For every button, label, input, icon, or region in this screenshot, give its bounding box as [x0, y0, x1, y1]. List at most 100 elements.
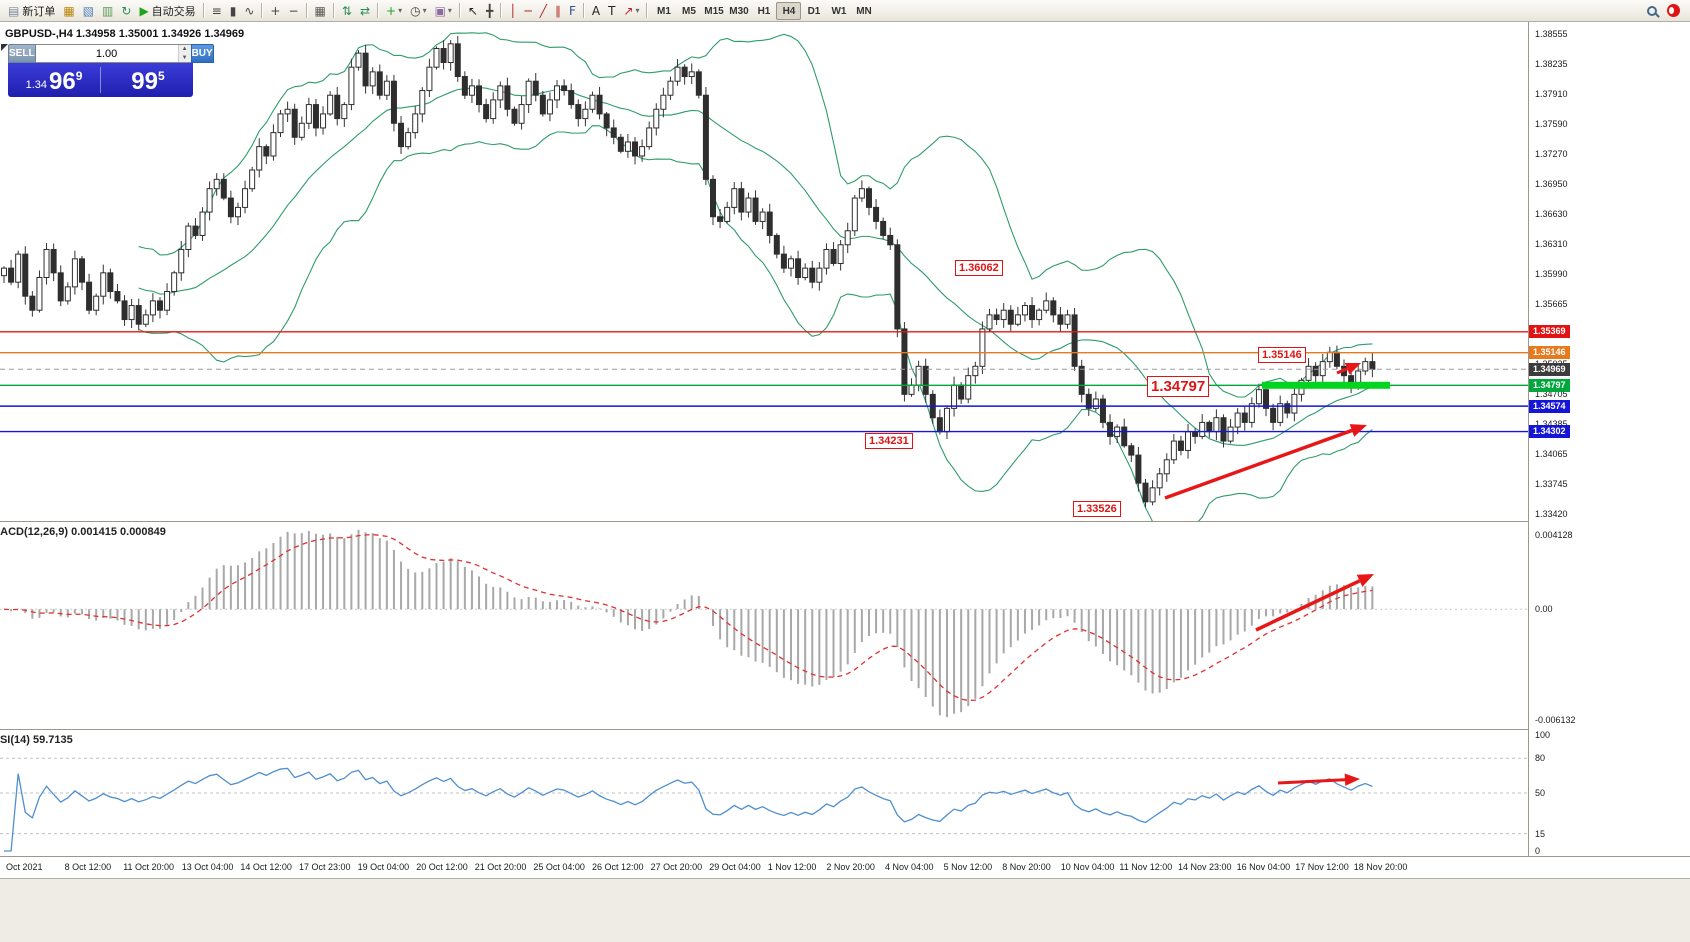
price-scale-label: 1.37270 [1535, 149, 1568, 160]
trend-arrow[interactable] [1255, 574, 1374, 632]
templates-button[interactable]: ▣ ▾ [431, 2, 456, 20]
price-annotation[interactable]: 1.34231 [865, 433, 913, 449]
time-scale[interactable]: Oct 2021 8 Oct 12:00 11 Oct 20:00 13 Oct 04… [0, 857, 1690, 878]
trend-arrow[interactable] [1277, 773, 1360, 786]
auto-trading-button[interactable]: ▶ 自动交易 [135, 2, 199, 20]
chart-window-icon: ▦ [63, 3, 75, 18]
arrows-tool-dropdown-icon[interactable]: ▾ [635, 6, 640, 15]
pane-splitter[interactable] [0, 729, 1690, 730]
horizontal-line-button[interactable]: ─ [520, 2, 535, 20]
candle-body [234, 206, 241, 218]
candle-body [383, 80, 390, 96]
zoom-in-button[interactable]: + [266, 2, 284, 20]
volume-up-icon[interactable]: ▲ [178, 45, 191, 54]
macd-pane[interactable]: MACD(12,26,9) 0.001415 0.000849 [0, 522, 1528, 729]
search-button[interactable] [1643, 2, 1661, 20]
candle-body [922, 365, 929, 395]
crosshair-button[interactable]: ╋ [482, 2, 497, 20]
text-button[interactable]: A [588, 2, 604, 20]
candle-body [220, 178, 227, 199]
price-annotation[interactable]: 1.34797 [1147, 376, 1210, 397]
candle-body [639, 146, 646, 157]
timeframe-h4-button[interactable]: H4 [776, 1, 802, 20]
zoom-out-button[interactable]: − [284, 2, 302, 20]
cursor-button[interactable]: ↖ [464, 2, 482, 20]
candle-body [1099, 398, 1106, 423]
chart-ohlc-info: GBPUSD-,H4 1.34958 1.35001 1.34926 1.349… [5, 28, 245, 40]
data-window-button[interactable]: ▥ [98, 2, 117, 20]
vertical-line-button[interactable]: │ [505, 2, 520, 20]
one-click-trading-panel: SELL ▲ ▼ BUY 1.34 96 9 [1, 44, 214, 97]
candle-body [8, 267, 15, 283]
candle-body [943, 407, 950, 433]
candle-body [1192, 431, 1199, 437]
equidistant-channel-button[interactable]: ∥ [551, 2, 565, 20]
periods-dropdown-icon[interactable]: ▾ [422, 6, 427, 15]
price-chart-canvas[interactable] [0, 22, 1528, 521]
candle-body [575, 104, 582, 120]
indicators-button[interactable]: + ▾ [382, 2, 406, 20]
periods-button[interactable]: ◷ ▾ [406, 2, 431, 20]
pane-splitter[interactable] [0, 521, 1690, 522]
timeframe-d1-button[interactable]: D1 [807, 5, 821, 17]
candle-body [1, 267, 7, 277]
timeframe-m1-button[interactable]: M1 [657, 5, 671, 17]
price-chart-pane[interactable]: GBPUSD-,H4 1.34958 1.35001 1.34926 1.349… [0, 22, 1528, 521]
timeframe-m15-button[interactable]: M15 [704, 5, 724, 17]
connection-status-icon[interactable] [1667, 4, 1680, 17]
candle-body [653, 108, 660, 129]
candle-body [1291, 393, 1298, 414]
templates-dropdown-icon[interactable]: ▾ [447, 6, 452, 15]
rsi-pane[interactable]: RSI(14) 59.7135 [0, 730, 1528, 856]
buy-price[interactable]: 99 5 [101, 63, 193, 97]
trend-arrow-shaft [1255, 579, 1361, 632]
sell-price[interactable]: 1.34 96 9 [8, 63, 100, 97]
chart-window-button[interactable]: ▦ [59, 2, 78, 20]
timeframe-m30-button[interactable]: M30 [729, 5, 749, 17]
fibonacci-button[interactable]: F [565, 2, 580, 20]
candle-body [532, 80, 539, 96]
arrange-horizontal-icon: ⇄ [359, 3, 370, 18]
line-chart-button[interactable]: ∿ [240, 2, 258, 20]
sell-button[interactable]: SELL [8, 44, 36, 63]
support-zone-bar[interactable] [1262, 381, 1390, 389]
new-order-button[interactable]: ▤ 新订单 [4, 2, 59, 20]
text-label-button[interactable]: T [604, 2, 619, 20]
candle-body [830, 248, 837, 264]
trade-panel-collapse-icon[interactable] [1, 44, 8, 51]
timeframe-m5-button[interactable]: M5 [682, 5, 696, 17]
pane-splitter[interactable] [0, 856, 1690, 857]
trendline-button[interactable]: ╱ [536, 2, 551, 20]
price-annotation[interactable]: 1.35146 [1258, 347, 1306, 363]
volume-input[interactable] [35, 45, 178, 62]
candle-body [405, 132, 412, 148]
arrows-tool-button[interactable]: ↗ ▾ [619, 2, 643, 20]
rsi-label: RSI(14) 59.7135 [0, 734, 73, 746]
volume-down-icon[interactable]: ▼ [178, 53, 191, 62]
arrange-horizontal-button[interactable]: ⇄ [356, 2, 374, 20]
rsi-canvas[interactable] [0, 730, 1528, 856]
timeframe-mn-button[interactable]: MN [856, 5, 872, 17]
bar-chart-button[interactable]: ≡ [208, 2, 226, 20]
line-chart-icon: ∿ [244, 3, 255, 18]
buy-button[interactable]: BUY [190, 44, 214, 63]
candle-body [114, 291, 121, 302]
time-axis-label: 14 Nov 23:00 [1178, 862, 1232, 872]
arrange-vertical-button[interactable]: ⇅ [338, 2, 356, 20]
tile-windows-button[interactable]: ▦ [311, 2, 330, 20]
price-annotation[interactable]: 1.36062 [955, 260, 1003, 276]
timeframe-w1-button[interactable]: W1 [831, 5, 847, 17]
trend-arrow[interactable] [1164, 424, 1367, 500]
candlestick-chart-button[interactable]: ▮ [226, 2, 241, 20]
strategy-refresh-icon: ↻ [121, 3, 132, 18]
indicators-dropdown-icon[interactable]: ▾ [398, 6, 403, 15]
macd-canvas[interactable] [0, 522, 1528, 729]
price-annotation[interactable]: 1.33526 [1073, 501, 1121, 517]
timeframe-h1-button[interactable]: H1 [757, 5, 771, 17]
price-scale[interactable]: 1.38555 1.38235 1.37910 1.37590 1.37270 1.369… [1528, 22, 1690, 856]
profiles-button[interactable]: ▧ [79, 2, 98, 20]
trendline-icon: ╱ [539, 3, 547, 18]
trend-arrow[interactable] [1336, 363, 1361, 375]
strategy-refresh-button[interactable]: ↻ [117, 2, 135, 20]
candle-body [1284, 403, 1291, 414]
